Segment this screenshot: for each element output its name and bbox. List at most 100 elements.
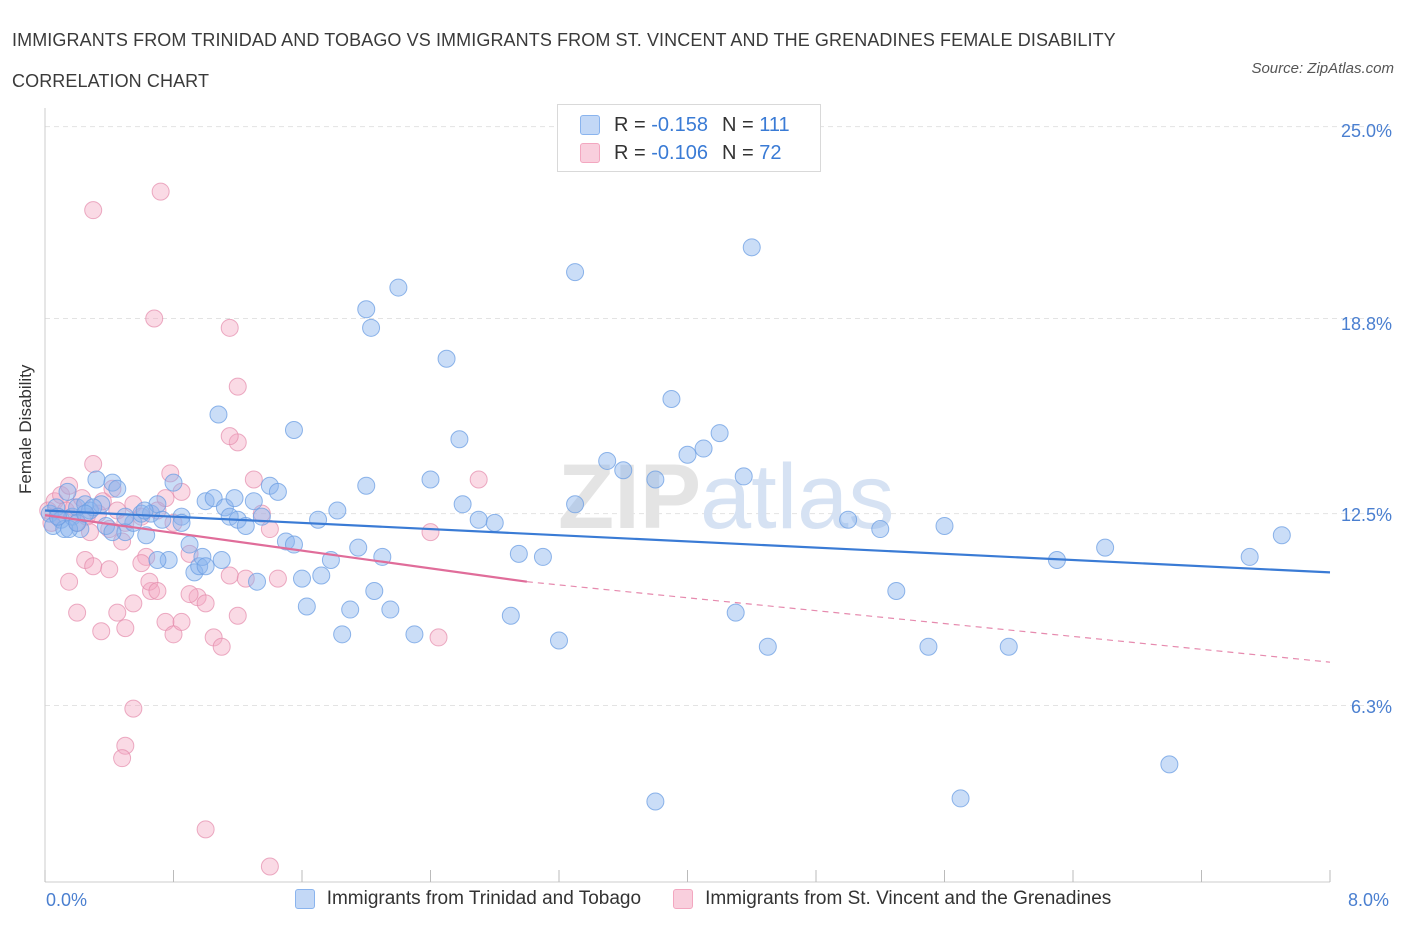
series1-point — [919, 637, 938, 656]
series2-point — [228, 377, 247, 396]
series1-point — [694, 439, 713, 458]
series1-point — [244, 492, 263, 511]
series2-point — [100, 560, 119, 579]
series2-point — [220, 566, 239, 585]
r-value: -0.106 — [651, 141, 708, 164]
series1-point — [284, 420, 303, 439]
series1-point — [268, 482, 287, 501]
series1-point — [180, 535, 199, 554]
series2-swatch — [580, 143, 600, 163]
y-tick-label: 18.8% — [1340, 314, 1392, 334]
series1-point — [215, 498, 234, 517]
series2-points — [39, 182, 488, 876]
series1-swatch — [294, 889, 315, 909]
series1-point — [312, 566, 331, 585]
x-tick-label: 0.0% — [46, 890, 88, 910]
series1-point — [598, 451, 617, 470]
series1-point — [469, 510, 488, 529]
series1-point — [196, 557, 215, 576]
series1-point — [357, 300, 376, 319]
series1-point — [58, 482, 77, 501]
series1-point — [662, 390, 681, 409]
stats-row-series2: R = -0.106 N = 72 — [580, 139, 781, 167]
series2-point — [469, 470, 488, 489]
series2-point — [80, 523, 99, 542]
gridlines — [45, 126, 1390, 707]
series2-point — [151, 182, 170, 201]
series1-point — [297, 597, 316, 616]
series1-point — [935, 516, 954, 535]
series1-point — [153, 510, 172, 529]
series1-point — [389, 278, 408, 297]
series1-point — [887, 581, 906, 600]
series2-point — [84, 455, 103, 474]
series2-point — [103, 479, 122, 498]
axes — [44, 108, 1331, 883]
series2-point — [260, 857, 279, 876]
series2-point — [172, 612, 191, 631]
series1-point — [87, 470, 106, 489]
series1-point — [341, 600, 360, 619]
series1-point — [1160, 755, 1179, 774]
source-label: Source: ZipAtlas.com — [1251, 60, 1394, 77]
series2-point — [429, 628, 448, 647]
series2-point — [68, 603, 87, 622]
series2-point — [142, 581, 161, 600]
series1-point — [349, 538, 368, 557]
series2-point — [220, 427, 239, 446]
series2-point — [124, 594, 143, 613]
series1-point — [190, 557, 209, 576]
y-tick-label: 25.0% — [1340, 121, 1392, 141]
stats-legend: R = -0.158 N = 111 R = -0.106 N = 72 — [557, 104, 821, 172]
series1-point — [293, 569, 311, 588]
series2-point — [137, 547, 156, 566]
y-axis-label: Female Disability — [16, 364, 35, 494]
series1-point — [951, 789, 970, 808]
series1-point — [646, 792, 665, 811]
series1-point — [421, 470, 440, 489]
series1-point — [710, 424, 729, 443]
series1-point — [450, 430, 469, 449]
series2-point — [60, 476, 79, 495]
series1-point — [212, 551, 231, 570]
legend-label: Immigrants from St. Vincent and the Gren… — [705, 888, 1112, 909]
series1-point — [646, 470, 665, 489]
series2-point — [113, 749, 132, 768]
r-value: -0.158 — [651, 113, 708, 136]
legend-item-series2[interactable]: Immigrants from St. Vincent and the Gren… — [673, 888, 1111, 910]
series1-point — [758, 637, 777, 656]
series2-point — [421, 523, 440, 542]
series1-point — [209, 405, 228, 424]
series2-point — [236, 569, 255, 588]
series1-point — [362, 318, 381, 337]
series1-point — [437, 349, 456, 368]
series2-point — [161, 464, 180, 483]
series1-point — [839, 510, 858, 529]
series1-point — [726, 603, 745, 622]
series1-point — [248, 572, 267, 591]
series1-point — [1272, 526, 1291, 545]
series2-point — [244, 470, 263, 489]
n-value: 111 — [759, 113, 790, 136]
series1-point — [252, 507, 271, 526]
series1-point — [381, 600, 400, 619]
series1-point — [509, 544, 528, 563]
n-label: N = — [721, 141, 754, 164]
series2-point — [220, 318, 239, 337]
series1-point — [566, 495, 585, 514]
n-label: N = — [721, 113, 754, 136]
series2-point — [113, 532, 132, 551]
r-label: R = — [614, 141, 646, 164]
series1-point — [164, 473, 183, 492]
series2-point — [108, 603, 127, 622]
watermark: ZIP atlas — [558, 446, 894, 548]
series2-point — [196, 820, 215, 839]
series2-point — [268, 569, 287, 588]
series1-point — [116, 507, 135, 526]
series1-point — [1240, 547, 1259, 566]
watermark-zip: ZIP — [558, 446, 701, 548]
series2-point — [228, 606, 247, 625]
legend-item-series1[interactable]: Immigrants from Trinidad and Tobago — [294, 888, 641, 910]
series1-point — [533, 547, 552, 566]
